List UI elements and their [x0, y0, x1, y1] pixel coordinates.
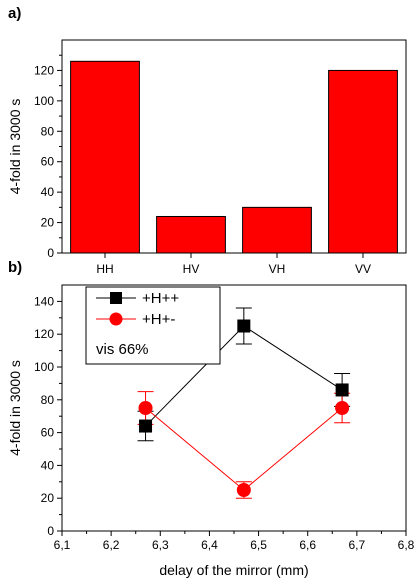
y-tick-label: 20: [41, 491, 55, 505]
x-tick-label: 6,3: [152, 538, 169, 552]
y-tick-label: 20: [41, 216, 55, 230]
y-tick-label: 120: [34, 63, 54, 77]
legend-circle-marker: [109, 312, 123, 326]
y-tick-label: 0: [47, 246, 54, 260]
y-axis-b: 0 20 40 60 80 100 120 140: [34, 294, 62, 538]
x-axis-title-b: delay of the mirror (mm): [159, 562, 308, 578]
circle-marker: [138, 401, 153, 415]
x-tick-label: 6,4: [201, 538, 218, 552]
y-axis-a: 0 20 40 60 80 100 120: [34, 54, 62, 260]
x-tick-label: 6,2: [103, 538, 120, 552]
bar-hv: [156, 215, 226, 254]
square-marker: [139, 419, 153, 433]
data-markers: [138, 319, 350, 497]
line-chart: 0 20 40 60 80 100 120 140 6,1 6,2 6,3 6,4 6,5 6,6 6,7…: [7, 284, 415, 578]
legend-entries: +H++ +H+-: [96, 290, 179, 328]
series-line-1: [145, 407, 343, 491]
x-axis-a: HH HV VH VV: [96, 253, 371, 276]
circle-marker: [335, 401, 350, 415]
bar-group: [70, 60, 398, 254]
legend-label: +H++: [142, 290, 179, 307]
x-tick-label: VV: [355, 262, 371, 276]
legend: +H++ +H+- vis 66%: [85, 286, 221, 365]
x-tick-label: 6,7: [349, 538, 366, 552]
bar-vh: [242, 206, 312, 254]
x-tick-label: HV: [183, 262, 200, 276]
x-tick-label: HH: [96, 262, 113, 276]
y-tick-label: 100: [34, 94, 54, 108]
y-tick-label: 120: [34, 327, 54, 341]
x-axis-b: 6,1 6,2 6,3 6,4 6,5 6,6 6,7 6,8: [54, 531, 415, 552]
y-tick-label: 100: [34, 360, 54, 374]
bar-hh: [70, 60, 140, 254]
y-tick-label: 140: [34, 294, 54, 308]
square-marker: [237, 319, 251, 333]
y-axis-title-b: 4-fold in 3000 s: [7, 360, 23, 456]
legend-square-marker: [110, 292, 122, 304]
x-tick-label: 6,6: [299, 538, 316, 552]
panel-a-label: a): [8, 5, 21, 22]
y-tick-label: 60: [41, 426, 55, 440]
y-tick-label: 80: [41, 393, 55, 407]
circle-marker: [236, 483, 251, 497]
y-tick-label: 40: [41, 185, 55, 199]
legend-box: [85, 286, 221, 365]
x-tick-label: VH: [269, 262, 286, 276]
y-tick-label: 60: [41, 155, 55, 169]
x-tick-label: 6,8: [398, 538, 415, 552]
y-tick-label: 40: [41, 458, 55, 472]
x-tick-label: 6,1: [54, 538, 71, 552]
legend-label: +H+-: [142, 311, 175, 328]
y-tick-label: 0: [47, 524, 54, 538]
y-tick-label: 80: [41, 124, 55, 138]
panel-b-label: b): [8, 259, 22, 276]
square-marker: [335, 383, 349, 397]
x-tick-label: 6,5: [250, 538, 267, 552]
y-axis-title-a: 4-fold in 3000 s: [7, 99, 23, 195]
legend-annotation: vis 66%: [96, 341, 149, 358]
bar-chart: 0 20 40 60 80 100 120 HH HV VH VV 4-fold in 3000 …: [7, 39, 407, 276]
bar-vv: [328, 69, 398, 254]
